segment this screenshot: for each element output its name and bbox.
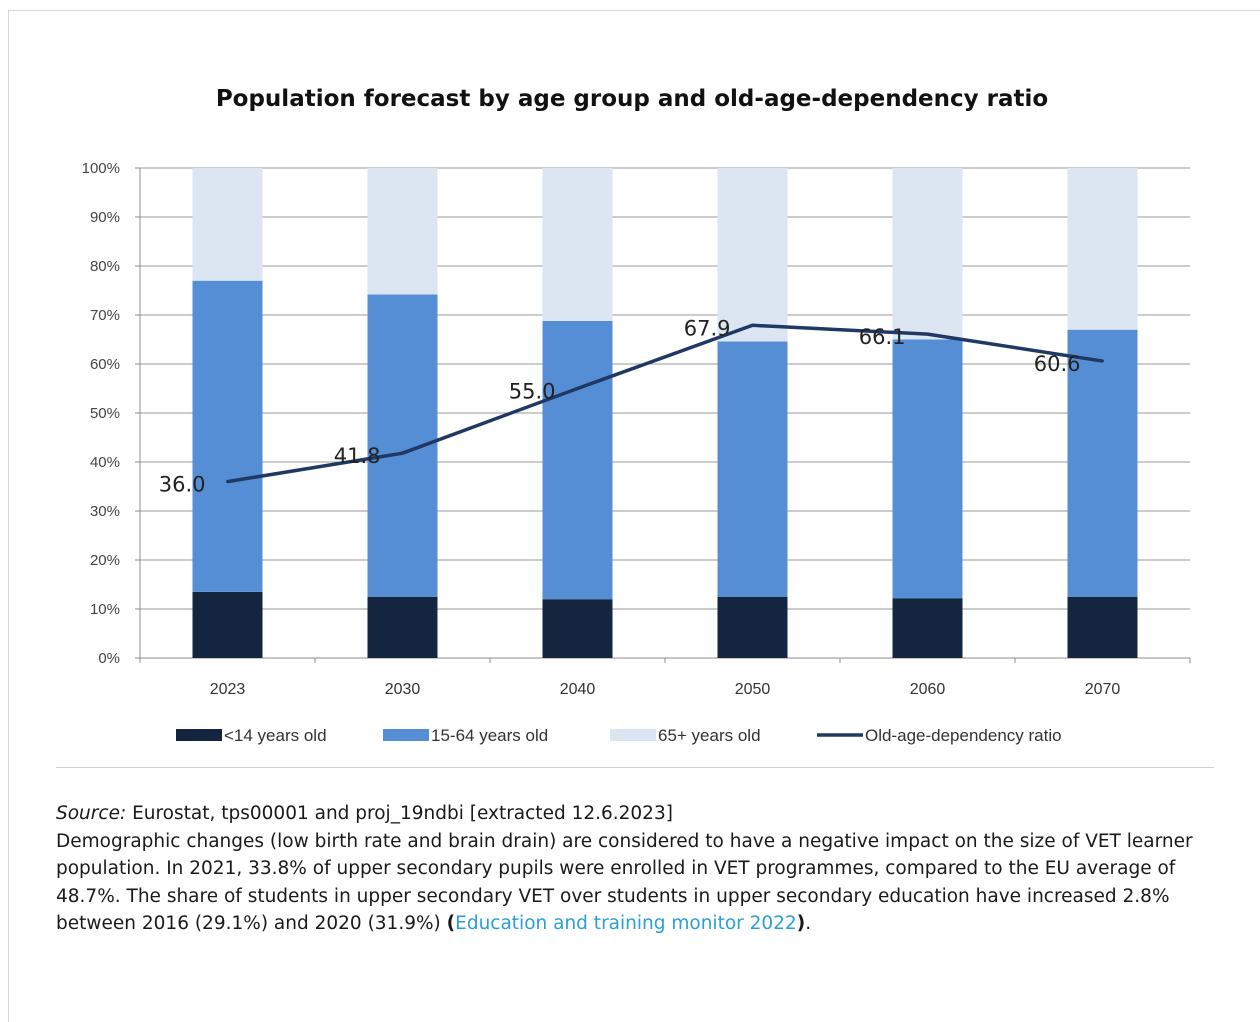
data-label: 60.6 (1034, 352, 1081, 376)
x-tick-label: 2070 (1085, 681, 1121, 698)
data-label: 41.8 (334, 444, 381, 468)
data-label: 55.0 (509, 380, 556, 404)
line-point (751, 323, 754, 327)
x-tick-label: 2023 (210, 681, 246, 698)
paren-open: ( (446, 913, 456, 934)
education-monitor-link[interactable]: Education and training monitor 2022 (455, 913, 797, 934)
data-label: 66.1 (859, 325, 906, 349)
y-tick-label: 0% (98, 650, 120, 667)
x-tick-label: 2040 (560, 681, 596, 698)
bar-14-years-old-2050 (717, 596, 788, 658)
legend-label-65-years-old: 65+ years old (658, 726, 761, 745)
line-point (401, 451, 404, 455)
bar-14-years-old-2070 (1067, 596, 1138, 658)
bar-14-years-old-2060 (892, 598, 963, 658)
y-tick-label: 70% (90, 307, 120, 324)
x-tick-label: 2030 (385, 681, 421, 698)
x-tick-label: 2060 (910, 681, 946, 698)
y-tick-label: 100% (82, 160, 120, 177)
legend-swatch-65-years-old (610, 729, 656, 741)
commentary-paragraph: Demographic changes (low birth rate and … (56, 828, 1216, 938)
bar-14-years-old-2040 (542, 599, 613, 658)
y-tick-label: 60% (90, 356, 120, 373)
bar-65-years-old-2040 (542, 168, 613, 321)
commentary-text: Demographic changes (low birth rate and … (56, 830, 1193, 935)
bar-15-64-years-old-2060 (892, 339, 963, 599)
line-point (226, 480, 229, 484)
y-tick-label: 20% (90, 552, 120, 569)
legend-label-15-64-years-old: 15-64 years old (431, 726, 548, 745)
line-point (926, 332, 929, 336)
source-and-commentary: Source: Eurostat, tps00001 and proj_19nd… (56, 800, 1216, 938)
y-tick-label: 90% (90, 209, 120, 226)
bar-65-years-old-2070 (1067, 168, 1138, 330)
data-label: 36.0 (159, 473, 206, 497)
bar-15-64-years-old-2040 (542, 320, 613, 600)
bar-15-64-years-old-2050 (717, 341, 788, 597)
bar-65-years-old-2023 (192, 168, 263, 281)
bar-65-years-old-2050 (717, 168, 788, 342)
y-tick-label: 10% (90, 601, 120, 618)
legend-swatch-15-64-years-old (383, 729, 429, 741)
bar-65-years-old-2060 (892, 168, 963, 340)
page-frame (8, 10, 1260, 1022)
bar-14-years-old-2023 (192, 591, 263, 658)
chart-canvas: 0% 10% 20% 30% 40% 50% 60% 70% 80% 90% 100% 2023 203… (82, 160, 1191, 745)
y-tick-label: 40% (90, 454, 120, 471)
paren-close: ) (796, 913, 806, 934)
bar-15-64-years-old-2070 (1067, 329, 1138, 597)
bar-65-years-old-2030 (367, 168, 438, 295)
chart-title: Population forecast by age group and old… (215, 86, 1049, 112)
source-text: Eurostat, tps00001 and proj_19ndbi [extr… (126, 803, 673, 824)
y-tick-label: 30% (90, 503, 120, 520)
divider (56, 767, 1214, 768)
bar-15-64-years-old-2023 (192, 280, 263, 592)
legend-label-14-years-old: <14 years old (224, 726, 327, 745)
x-tick-label: 2050 (735, 681, 771, 698)
y-tick-label: 50% (90, 405, 120, 422)
source-line: Source: Eurostat, tps00001 and proj_19nd… (56, 800, 1216, 828)
end-punct: . (805, 913, 812, 934)
line-point (576, 387, 579, 390)
source-label: Source: (56, 803, 127, 824)
bar-14-years-old-2030 (367, 596, 438, 658)
series-line-old-age-dependency-ratio (227, 323, 1103, 484)
legend-swatch-14-years-old (176, 729, 222, 741)
line-point (1101, 359, 1104, 363)
data-label: 67.9 (684, 316, 731, 340)
legend-label-old-age-dependency-ratio: Old-age-dependency ratio (865, 726, 1062, 745)
y-tick-label: 80% (90, 258, 120, 275)
